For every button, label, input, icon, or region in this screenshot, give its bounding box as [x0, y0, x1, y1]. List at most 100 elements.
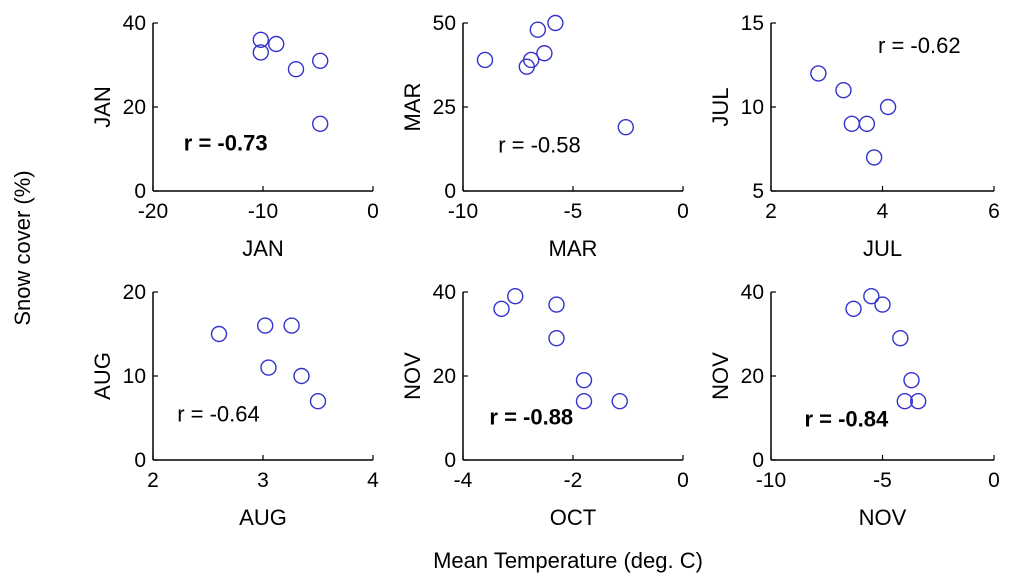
- x-tick-label: 0: [988, 469, 1000, 492]
- y-axis-label: NOV: [708, 352, 733, 400]
- y-tick-label: 20: [123, 281, 146, 304]
- y-tick-label: 10: [741, 96, 764, 119]
- y-axis-label: MAR: [400, 83, 425, 132]
- data-point: [843, 115, 861, 133]
- x-tick-label: -5: [873, 469, 892, 492]
- data-point: [252, 44, 269, 61]
- y-tick-label: 40: [741, 281, 764, 304]
- y-axis-label: JUL: [708, 87, 733, 126]
- data-point: [283, 317, 300, 334]
- data-point: [312, 52, 329, 69]
- data-point: [507, 288, 524, 305]
- x-axis-label: JUL: [863, 236, 902, 261]
- x-tick-label: -10: [248, 200, 278, 223]
- x-axis-label: NOV: [859, 505, 907, 530]
- data-point: [548, 330, 565, 347]
- x-tick-label: 0: [677, 200, 689, 223]
- x-tick-label: 0: [367, 200, 379, 223]
- data-point: [909, 393, 927, 410]
- data-point: [874, 296, 891, 313]
- x-axis-label: JAN: [242, 236, 284, 261]
- x-tick-label: 2: [765, 200, 777, 223]
- data-point: [312, 115, 329, 133]
- x-tick-label: -20: [138, 200, 168, 223]
- data-point: [892, 330, 909, 347]
- y-tick-label: 40: [433, 281, 456, 304]
- y-tick-label: 20: [433, 365, 456, 388]
- x-tick-label: 3: [257, 469, 269, 492]
- shared-x-axis-label: Mean Temperature (deg. C): [433, 548, 703, 573]
- scatter-panel-2: -10 -5 0 0 25 50 MAR MAR r = -0.58: [400, 12, 689, 261]
- data-point: [309, 393, 327, 410]
- x-tick-label: -10: [448, 200, 478, 223]
- x-axis-label: MAR: [549, 236, 598, 261]
- x-tick-label: 0: [677, 469, 689, 492]
- correlation-annotation: r = -0.58: [498, 132, 581, 157]
- data-point: [268, 35, 285, 53]
- y-tick-label: 25: [433, 96, 456, 119]
- data-point: [210, 325, 228, 343]
- correlation-annotation: r = -0.73: [184, 131, 268, 156]
- data-point: [548, 296, 565, 313]
- y-tick-label: 10: [123, 365, 146, 388]
- y-tick-label: 5: [752, 180, 764, 203]
- scatter-panel-6: -10 -5 0 0 20 40 NOV NOV r = -0.84: [708, 281, 1000, 530]
- y-tick-label: 0: [444, 180, 456, 203]
- data-point: [845, 300, 862, 317]
- data-point: [547, 14, 564, 32]
- data-point: [287, 60, 305, 78]
- x-tick-label: -2: [564, 469, 583, 492]
- x-axis-label: OCT: [550, 505, 596, 530]
- x-tick-label: 2: [147, 469, 159, 492]
- scatter-panel-5: -4 -2 0 0 20 40 OCT NOV r = -0.88: [400, 281, 689, 530]
- y-tick-label: 0: [134, 180, 146, 203]
- data-point: [611, 393, 628, 410]
- data-point: [896, 393, 913, 410]
- y-tick-label: 20: [123, 96, 146, 119]
- x-tick-label: 4: [367, 469, 379, 492]
- x-axis-label: AUG: [239, 505, 287, 530]
- y-axis-label: AUG: [90, 352, 115, 400]
- data-point: [858, 115, 876, 133]
- x-tick-label: 4: [877, 200, 889, 223]
- data-point: [617, 118, 634, 136]
- correlation-annotation: r = -0.84: [804, 406, 889, 431]
- y-tick-label: 0: [134, 449, 146, 472]
- data-point: [476, 51, 494, 69]
- data-point: [523, 51, 540, 69]
- scatter-panel-4: 2 3 4 0 10 20 AUG AUG r = -0.64: [90, 281, 379, 530]
- correlation-annotation: r = -0.88: [489, 405, 573, 430]
- x-tick-label: 6: [988, 200, 1000, 223]
- data-point: [293, 367, 310, 385]
- shared-y-axis-label: Snow cover (%): [10, 170, 35, 325]
- data-point: [260, 359, 277, 376]
- y-tick-label: 0: [444, 449, 456, 472]
- data-point: [575, 372, 593, 389]
- x-tick-label: -10: [756, 469, 786, 492]
- x-tick-label: -5: [564, 200, 583, 223]
- correlation-annotation: r = -0.64: [177, 401, 260, 426]
- y-axis-label: NOV: [400, 352, 425, 400]
- y-axis-label: JAN: [90, 86, 115, 128]
- data-point: [493, 300, 510, 317]
- data-point: [835, 81, 852, 99]
- y-tick-label: 0: [752, 449, 764, 472]
- data-point: [879, 98, 897, 116]
- correlation-annotation: r = -0.62: [878, 33, 961, 58]
- y-tick-label: 50: [433, 12, 456, 35]
- y-tick-label: 40: [123, 12, 146, 35]
- y-tick-label: 20: [741, 365, 764, 388]
- data-point: [575, 393, 593, 410]
- data-point: [257, 317, 274, 334]
- data-point: [863, 288, 880, 305]
- data-point: [252, 31, 269, 48]
- data-point: [536, 45, 553, 62]
- data-point: [529, 21, 546, 38]
- data-point: [865, 149, 883, 166]
- scatter-panel-3: 2 4 6 5 10 15 JUL JUL r = -0.62: [708, 12, 1000, 261]
- data-point: [903, 372, 920, 389]
- data-point: [810, 65, 827, 82]
- y-tick-label: 15: [741, 12, 764, 35]
